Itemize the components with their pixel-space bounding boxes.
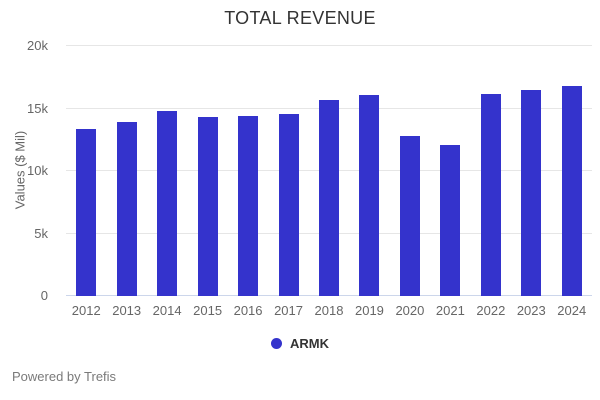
y-tick-label: 15k <box>27 100 48 116</box>
bar-2017[interactable] <box>278 113 299 296</box>
y-tick-label: 10k <box>27 163 48 178</box>
bar-2016[interactable] <box>238 116 259 296</box>
x-tick-label-2014: 2014 <box>152 303 182 318</box>
bar-2018[interactable] <box>319 99 339 296</box>
y-axis-labels: 0 5k 10k 15k 20k <box>0 39 58 303</box>
bar-2021[interactable] <box>440 144 461 296</box>
x-tick-label-2017: 2017 <box>274 303 303 318</box>
y-tick-label: 20k <box>27 38 48 53</box>
bar-2015[interactable] <box>197 117 218 296</box>
bar-2012[interactable] <box>76 128 97 296</box>
x-tick-label-2020: 2020 <box>395 303 425 318</box>
y-tick-label: 5k <box>34 225 48 241</box>
x-tick-label-2023: 2023 <box>516 303 546 318</box>
x-tick-label-2016: 2016 <box>233 303 263 318</box>
y-gridline <box>66 45 592 46</box>
legend-series-name: ARMK <box>290 335 329 351</box>
chart-title: TOTAL REVENUE <box>224 8 376 28</box>
x-tick-label-2018: 2018 <box>314 303 344 318</box>
bar-2023[interactable] <box>521 89 542 296</box>
x-tick-label-2024: 2024 <box>557 303 587 318</box>
bar-2022[interactable] <box>480 93 501 296</box>
powered-by-trefis-link[interactable]: Powered by Trefis <box>12 369 117 384</box>
legend-marker-icon <box>271 337 282 349</box>
y-tick-label: 0 <box>40 288 48 303</box>
x-tick-label-2012: 2012 <box>71 303 101 318</box>
plot-area <box>66 45 592 296</box>
bar-2020[interactable] <box>399 136 420 296</box>
x-tick-label-2013: 2013 <box>112 303 142 318</box>
x-tick-label-2021: 2021 <box>435 303 465 318</box>
x-tick-label-2022: 2022 <box>476 303 506 318</box>
legend-item-armk[interactable]: ARMK <box>0 334 600 352</box>
bar-2013[interactable] <box>116 122 137 296</box>
x-tick-label-2019: 2019 <box>354 303 384 318</box>
bar-2019[interactable] <box>359 94 380 296</box>
bar-2024[interactable] <box>561 86 582 296</box>
bar-2014[interactable] <box>157 111 178 296</box>
x-tick-label-2015: 2015 <box>193 303 223 318</box>
x-axis-labels: 2012 2013 2014 2015 2016 2017 2018 2019 2020 2021… <box>66 303 592 319</box>
